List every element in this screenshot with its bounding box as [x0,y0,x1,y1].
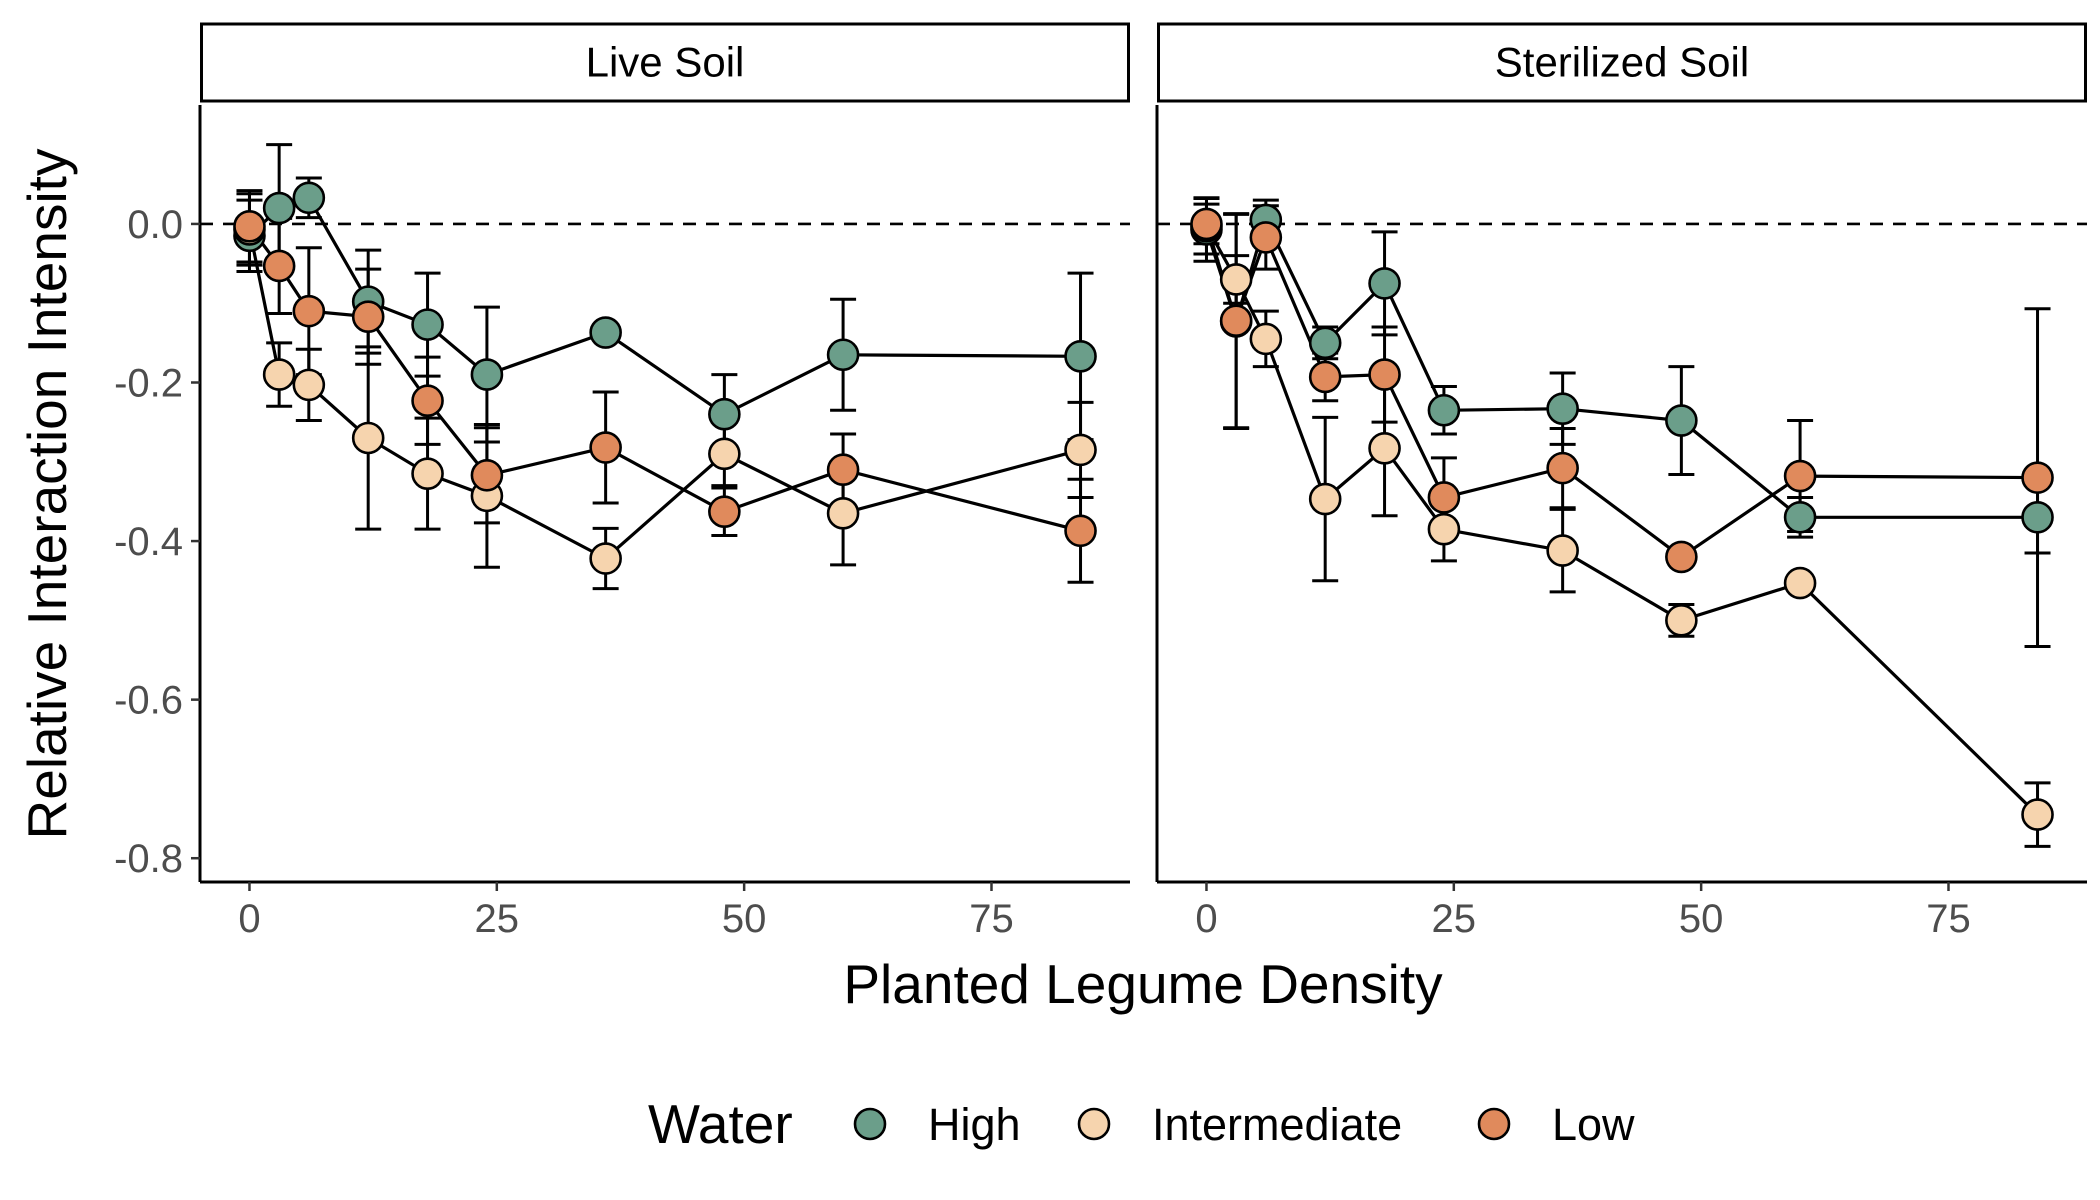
legend-label-high: High [928,1099,1021,1150]
data-point-high [292,181,326,215]
series-line-high [1204,215,2038,519]
data-point-low [1249,221,1283,254]
data-point-low [351,300,385,333]
data-point-high [1368,267,1401,300]
series-line-intermediate [1205,225,2039,816]
data-point-intermediate [2021,798,2054,831]
data-point-low [1190,207,1223,241]
x-tick-label: 0 [238,897,260,941]
facet-label-sterilized-soil: Sterilized Soil [1495,39,1749,86]
y-tick-label: -0.8 [114,837,183,881]
data-point-low [1064,514,1097,548]
data-point-intermediate [351,421,385,455]
points-intermediate-sterilized-soil [1190,210,2054,831]
data-point-high [1665,404,1698,437]
data-point-high [262,191,296,225]
data-point-low [2021,461,2054,494]
data-point-intermediate [262,358,296,391]
x-tick-label: 50 [722,897,767,941]
data-point-low [1368,358,1401,391]
legend-key-low [1477,1107,1511,1141]
data-point-high [470,358,504,391]
data-point-low [826,453,860,487]
data-point-intermediate [1368,432,1401,465]
data-point-low [1783,459,1817,493]
data-point-intermediate [1427,512,1461,546]
data-point-intermediate [708,437,741,471]
points-low-live-soil [233,210,1097,548]
data-point-low [262,249,296,283]
series-line-intermediate [247,229,1081,561]
y-tick-label: -0.2 [114,362,183,406]
data-point-low [233,210,266,243]
data-point-low [1219,304,1253,337]
x-tick-label: 50 [1679,897,1724,941]
points-high-live-soil [233,181,1097,431]
x-tick-label: 0 [1195,897,1217,941]
data-point-low [292,294,326,328]
data-point-high [2021,500,2054,534]
facet-label-live-soil: Live Soil [586,39,745,86]
series-line-low [248,225,1081,533]
points-low-sterilized-soil [1190,207,2054,574]
x-tick-label: 25 [1432,897,1477,941]
data-point-intermediate [292,368,326,402]
legend-key-intermediate [1077,1107,1111,1141]
data-point-intermediate [1064,433,1097,467]
series-intermediate-sterilized-soil [1193,197,2051,848]
panel-sterilized-soil: Sterilized Soil 0 25 50 75 [1155,22,2087,941]
points-intermediate-live-soil [233,213,1097,575]
data-point-low [1308,360,1342,394]
data-point-high [708,397,741,431]
facet-strip-live-soil [200,22,1130,103]
data-point-intermediate [1308,482,1342,516]
data-point-high [589,316,622,349]
data-point-high [411,308,444,341]
data-point-low [708,495,741,529]
x-tick-label: 25 [475,897,520,941]
x-axis-title: Planted Legume Density [843,953,1443,1015]
data-point-intermediate [589,542,622,575]
legend-label-low: Low [1552,1099,1635,1150]
legend-key-high [853,1107,887,1141]
legend-label-intermediate: Intermediate [1152,1099,1402,1150]
data-point-intermediate [1546,534,1579,567]
data-point-low [1665,540,1698,574]
panel-live-soil: Live Soil 0 25 50 75 0.0 -0.2 -0.4 -0.6 -0.8 [114,22,1130,941]
y-axis-title: Relative Interaction Intensity [16,148,78,839]
x-tick-label: 75 [969,897,1014,941]
data-point-intermediate [1249,322,1283,356]
data-point-high [1427,393,1461,427]
data-point-intermediate [1219,263,1253,296]
data-point-intermediate [411,457,444,490]
x-tick-label: 75 [1926,897,1971,941]
data-point-high [1308,326,1342,360]
facet-strip-sterilized-soil [1157,22,2087,103]
data-point-high [1783,500,1817,534]
data-point-low [589,431,622,464]
y-tick-label: -0.6 [114,679,183,723]
data-point-intermediate [1783,566,1817,600]
data-point-intermediate [1665,604,1698,637]
data-point-low [470,458,504,492]
legend-title: Water [648,1093,793,1155]
y-tick-label: -0.4 [114,520,183,564]
data-point-high [826,338,860,372]
y-tick-label: 0.0 [127,203,183,247]
data-point-intermediate [826,497,860,530]
data-point-low [411,384,444,418]
series-intermediate-live-soil [236,192,1094,591]
data-point-high [1546,392,1579,425]
data-point-high [1064,340,1097,373]
legend: Water High Intermediate Low [648,1093,1635,1155]
data-point-low [1546,451,1579,485]
data-point-low [1427,481,1461,514]
